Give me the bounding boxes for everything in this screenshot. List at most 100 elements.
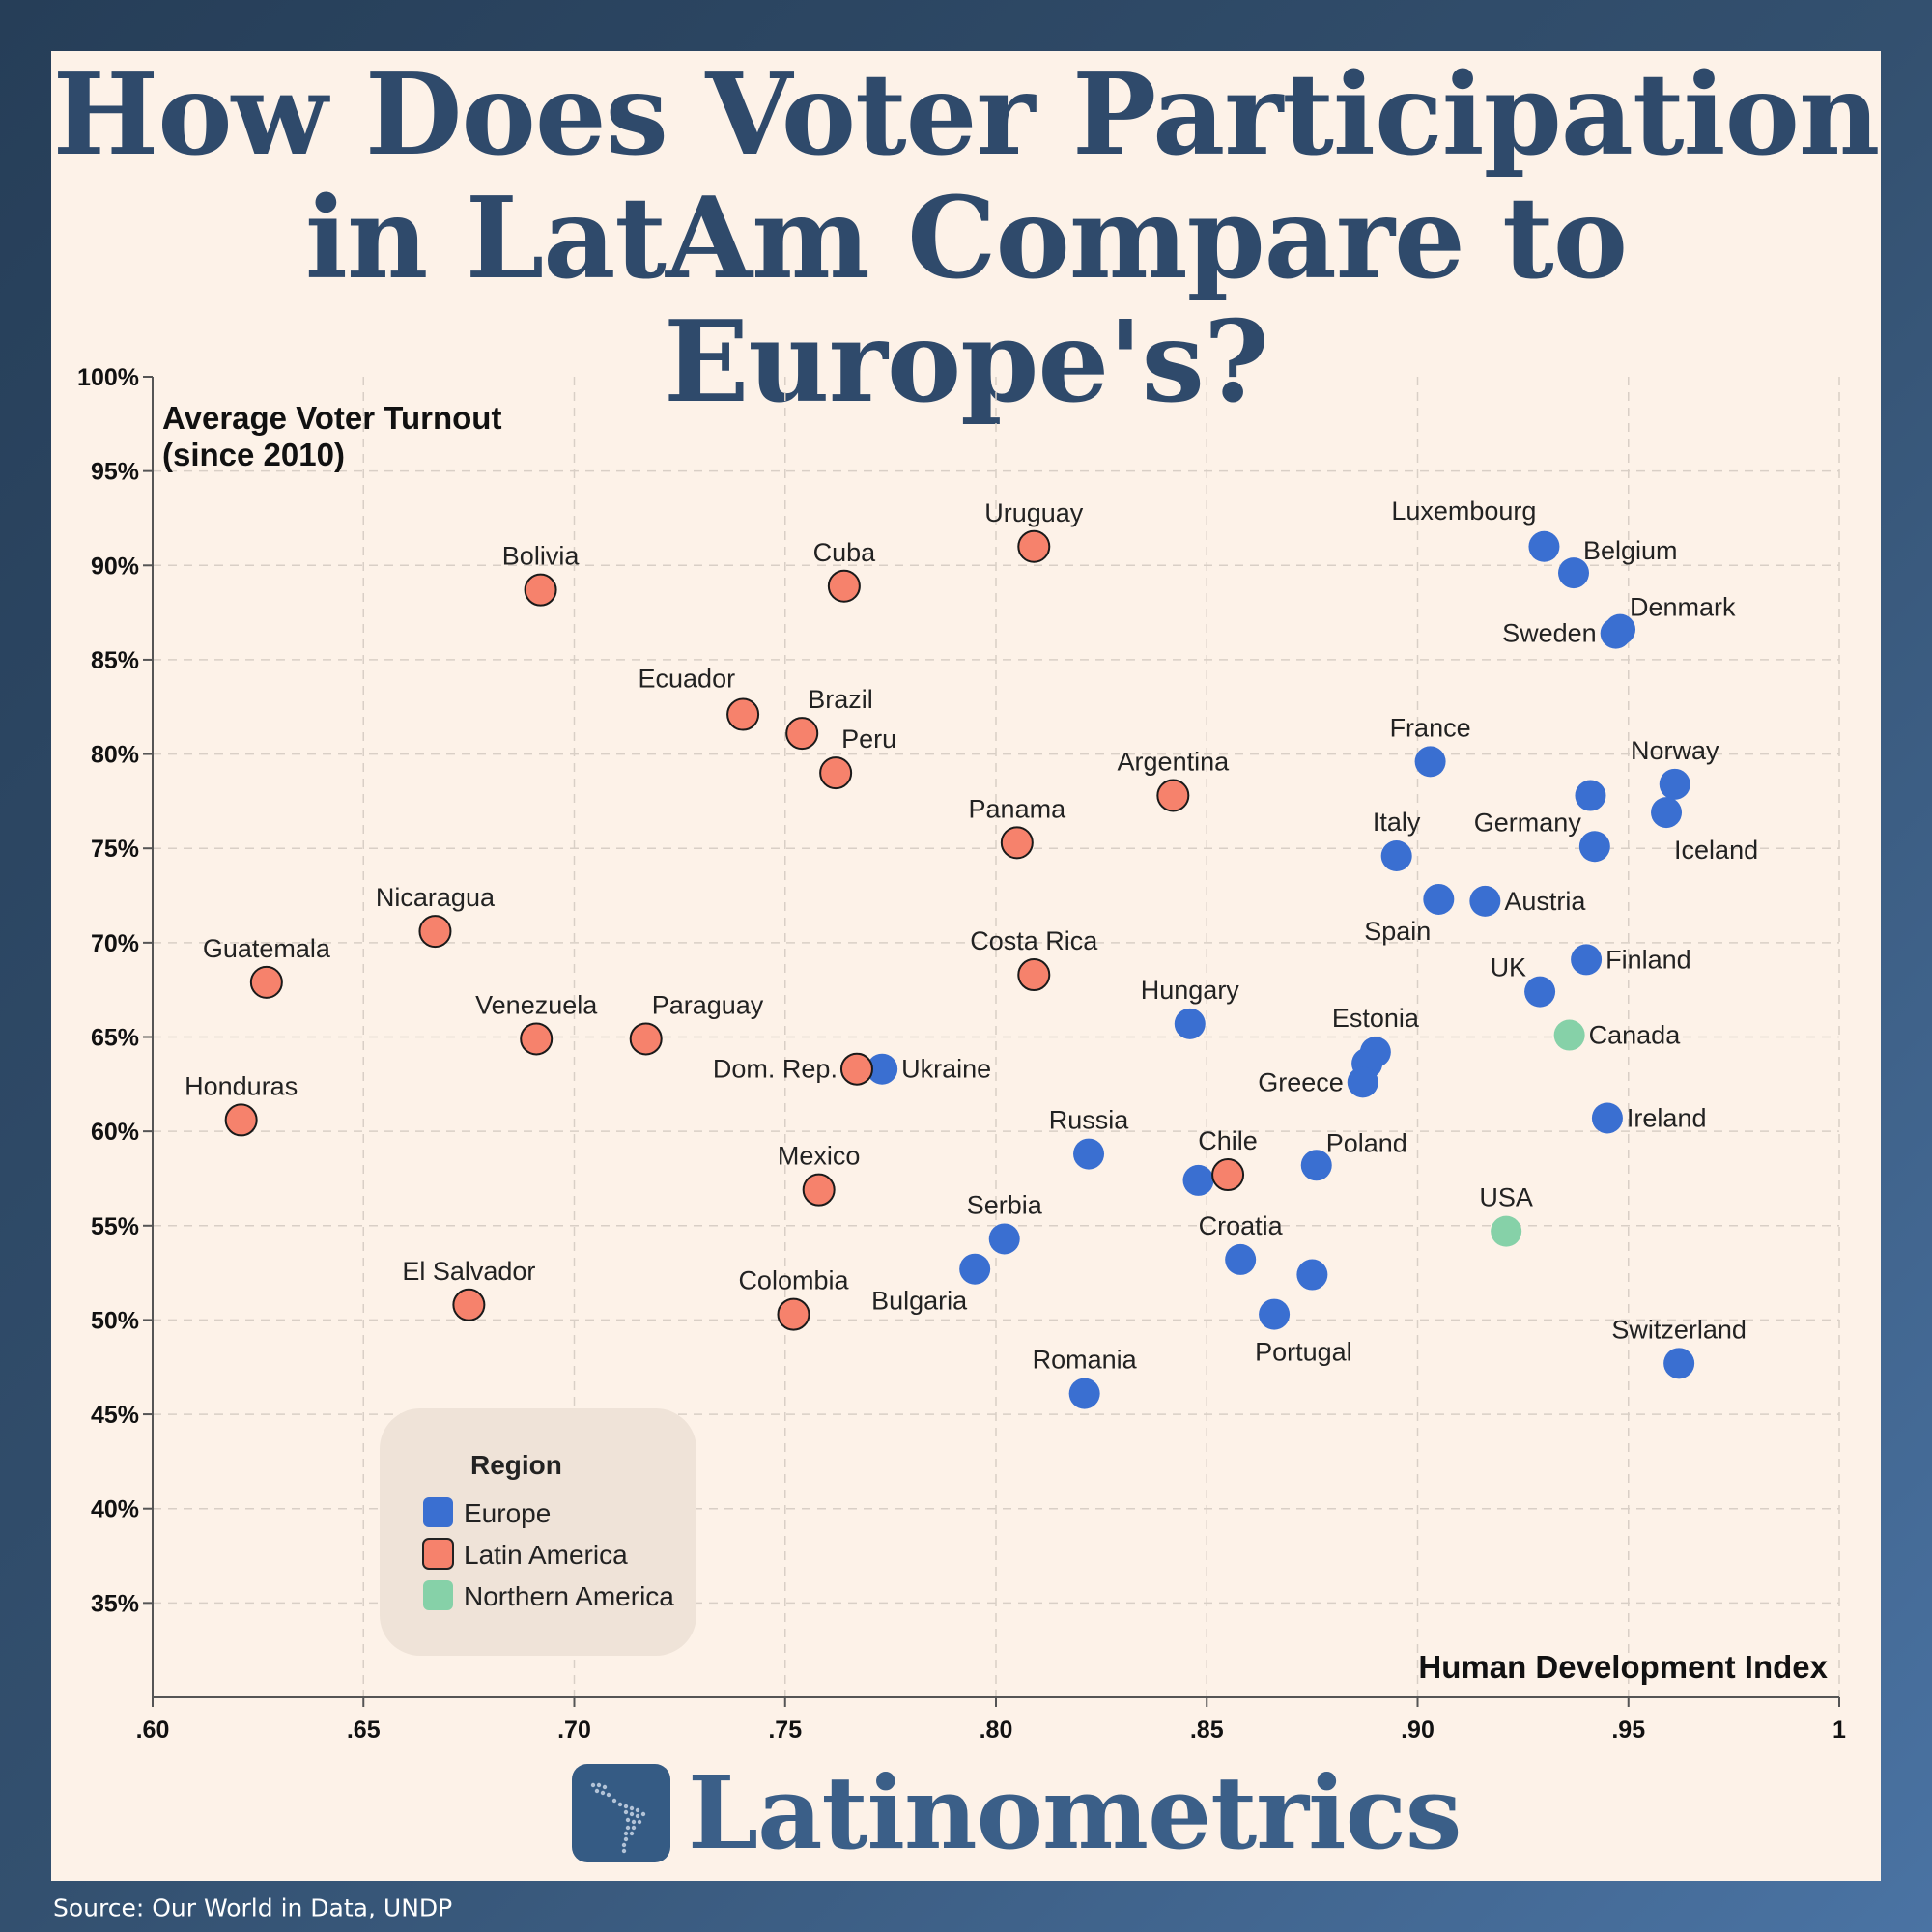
data-point-paraguay [629, 1022, 663, 1056]
data-point-venezuela [520, 1022, 554, 1056]
point-label: Canada [1589, 1021, 1682, 1050]
y-axis-title: Average Voter Turnout (since 2010) [162, 400, 501, 472]
point-label: Finland [1605, 945, 1691, 974]
data-point-norway [1659, 768, 1690, 800]
latin-america-map-icon [572, 1764, 670, 1862]
x-axis-label: Human Development Index [1418, 1649, 1828, 1685]
data-point-romania [1068, 1378, 1100, 1409]
data-point-greece [1347, 1066, 1378, 1098]
y-tick-label: 35% [91, 1590, 139, 1617]
point-label: Mexico [778, 1142, 861, 1171]
data-point-cuba [827, 569, 861, 603]
data-point-spain [1423, 883, 1455, 915]
y-tick-label: 50% [91, 1307, 139, 1334]
legend-box [380, 1408, 696, 1656]
legend-item: Northern America [464, 1581, 674, 1611]
point-label: Ecuador [639, 665, 736, 694]
legend-item: Europe [464, 1498, 551, 1528]
data-point-costa-rica [1017, 958, 1051, 992]
x-tick-label: .70 [557, 1717, 591, 1744]
data-point-finland [1571, 944, 1603, 976]
data-point-uk [1524, 976, 1556, 1008]
data-point-switzerland [1663, 1348, 1695, 1379]
point-label: France [1390, 713, 1471, 742]
point-label: Argentina [1118, 748, 1231, 777]
point-label: Denmark [1630, 593, 1736, 622]
chart-title: How Does Voter Participation in LatAm Co… [0, 53, 1932, 424]
x-tick-label: 1 [1833, 1717, 1846, 1744]
chart-title-line-2: in LatAm Compare to Europe's? [304, 173, 1628, 428]
point-label: Uruguay [984, 498, 1084, 527]
y-tick-label: 60% [91, 1119, 139, 1146]
x-axis-ticks: .60 .65 .70 .75 .80 .85 .90 .95 1 [136, 1697, 1846, 1744]
data-point-unlabeled [1296, 1259, 1328, 1291]
y-tick-label: 75% [91, 836, 139, 863]
data-point-honduras [224, 1103, 258, 1137]
data-point-panama [1000, 826, 1034, 860]
y-tick-label: 65% [91, 1025, 139, 1052]
x-tick-label: .90 [1401, 1717, 1435, 1744]
data-points [224, 529, 1695, 1409]
point-label: Norway [1631, 736, 1719, 765]
legend-swatch [423, 1580, 453, 1610]
point-label: Chile [1198, 1126, 1258, 1155]
data-point-nicaragua [418, 915, 452, 949]
x-tick-label: .75 [768, 1717, 802, 1744]
point-label: Guatemala [203, 934, 331, 963]
point-label: Costa Rica [970, 926, 1098, 955]
point-label: Colombia [738, 1266, 849, 1295]
data-point-portugal [1259, 1298, 1291, 1330]
point-label: Estonia [1332, 1004, 1420, 1033]
point-label: Iceland [1674, 836, 1758, 865]
legend-swatch [422, 1538, 454, 1570]
point-label: Portugal [1255, 1338, 1352, 1367]
point-label: USA [1479, 1183, 1533, 1212]
chart-title-line-1: How Does Voter Participation [52, 49, 1881, 181]
point-label: Dom. Rep. [713, 1055, 838, 1084]
point-label: Luxembourg [1391, 497, 1536, 526]
data-point-ireland [1591, 1102, 1623, 1134]
legend-title: Region [470, 1450, 562, 1480]
y-tick-label: 85% [91, 647, 139, 674]
point-label: Panama [969, 794, 1067, 823]
legend-item: Latin America [464, 1540, 628, 1570]
data-point-austria [1469, 885, 1501, 917]
y-tick-label: 55% [91, 1213, 139, 1240]
point-label: Paraguay [652, 990, 764, 1019]
point-label: Cuba [813, 538, 877, 567]
point-label: Bulgaria [871, 1287, 968, 1316]
data-point-uruguay [1017, 529, 1051, 563]
point-label: Hungary [1141, 976, 1240, 1005]
x-tick-label: .80 [980, 1717, 1013, 1744]
data-point-unlabeled [1575, 780, 1606, 811]
brand-logo: Latinometrics [572, 1760, 1462, 1866]
point-label: Greece [1258, 1067, 1344, 1096]
point-label: Belgium [1583, 536, 1678, 565]
data-point-peru [819, 756, 853, 790]
data-point-hungary [1174, 1008, 1206, 1039]
y-tick-label: 70% [91, 930, 139, 957]
data-point-france [1414, 746, 1446, 778]
data-point-serbia [988, 1223, 1020, 1255]
data-point-chile [1211, 1158, 1245, 1192]
point-label: Ukraine [901, 1055, 991, 1084]
point-label: Honduras [185, 1071, 298, 1100]
data-point-bolivia [524, 573, 557, 607]
data-point-belgium [1558, 557, 1590, 589]
x-tick-label: .65 [347, 1717, 381, 1744]
data-point-russia [1073, 1138, 1105, 1170]
point-label: Croatia [1199, 1211, 1284, 1240]
data-point-italy [1380, 840, 1412, 872]
y-tick-label: 90% [91, 553, 139, 580]
point-label: Venezuela [475, 990, 598, 1019]
x-tick-label: .85 [1190, 1717, 1224, 1744]
y-tick-label: 40% [91, 1496, 139, 1523]
data-point-croatia [1225, 1243, 1257, 1275]
x-axis-title: Human Development Index [1418, 1649, 1828, 1685]
point-label: Russia [1049, 1106, 1130, 1135]
data-point-luxembourg [1528, 530, 1560, 562]
data-point-guatemala [249, 965, 283, 999]
point-label: Germany [1474, 808, 1582, 837]
point-label: Nicaragua [376, 883, 496, 912]
